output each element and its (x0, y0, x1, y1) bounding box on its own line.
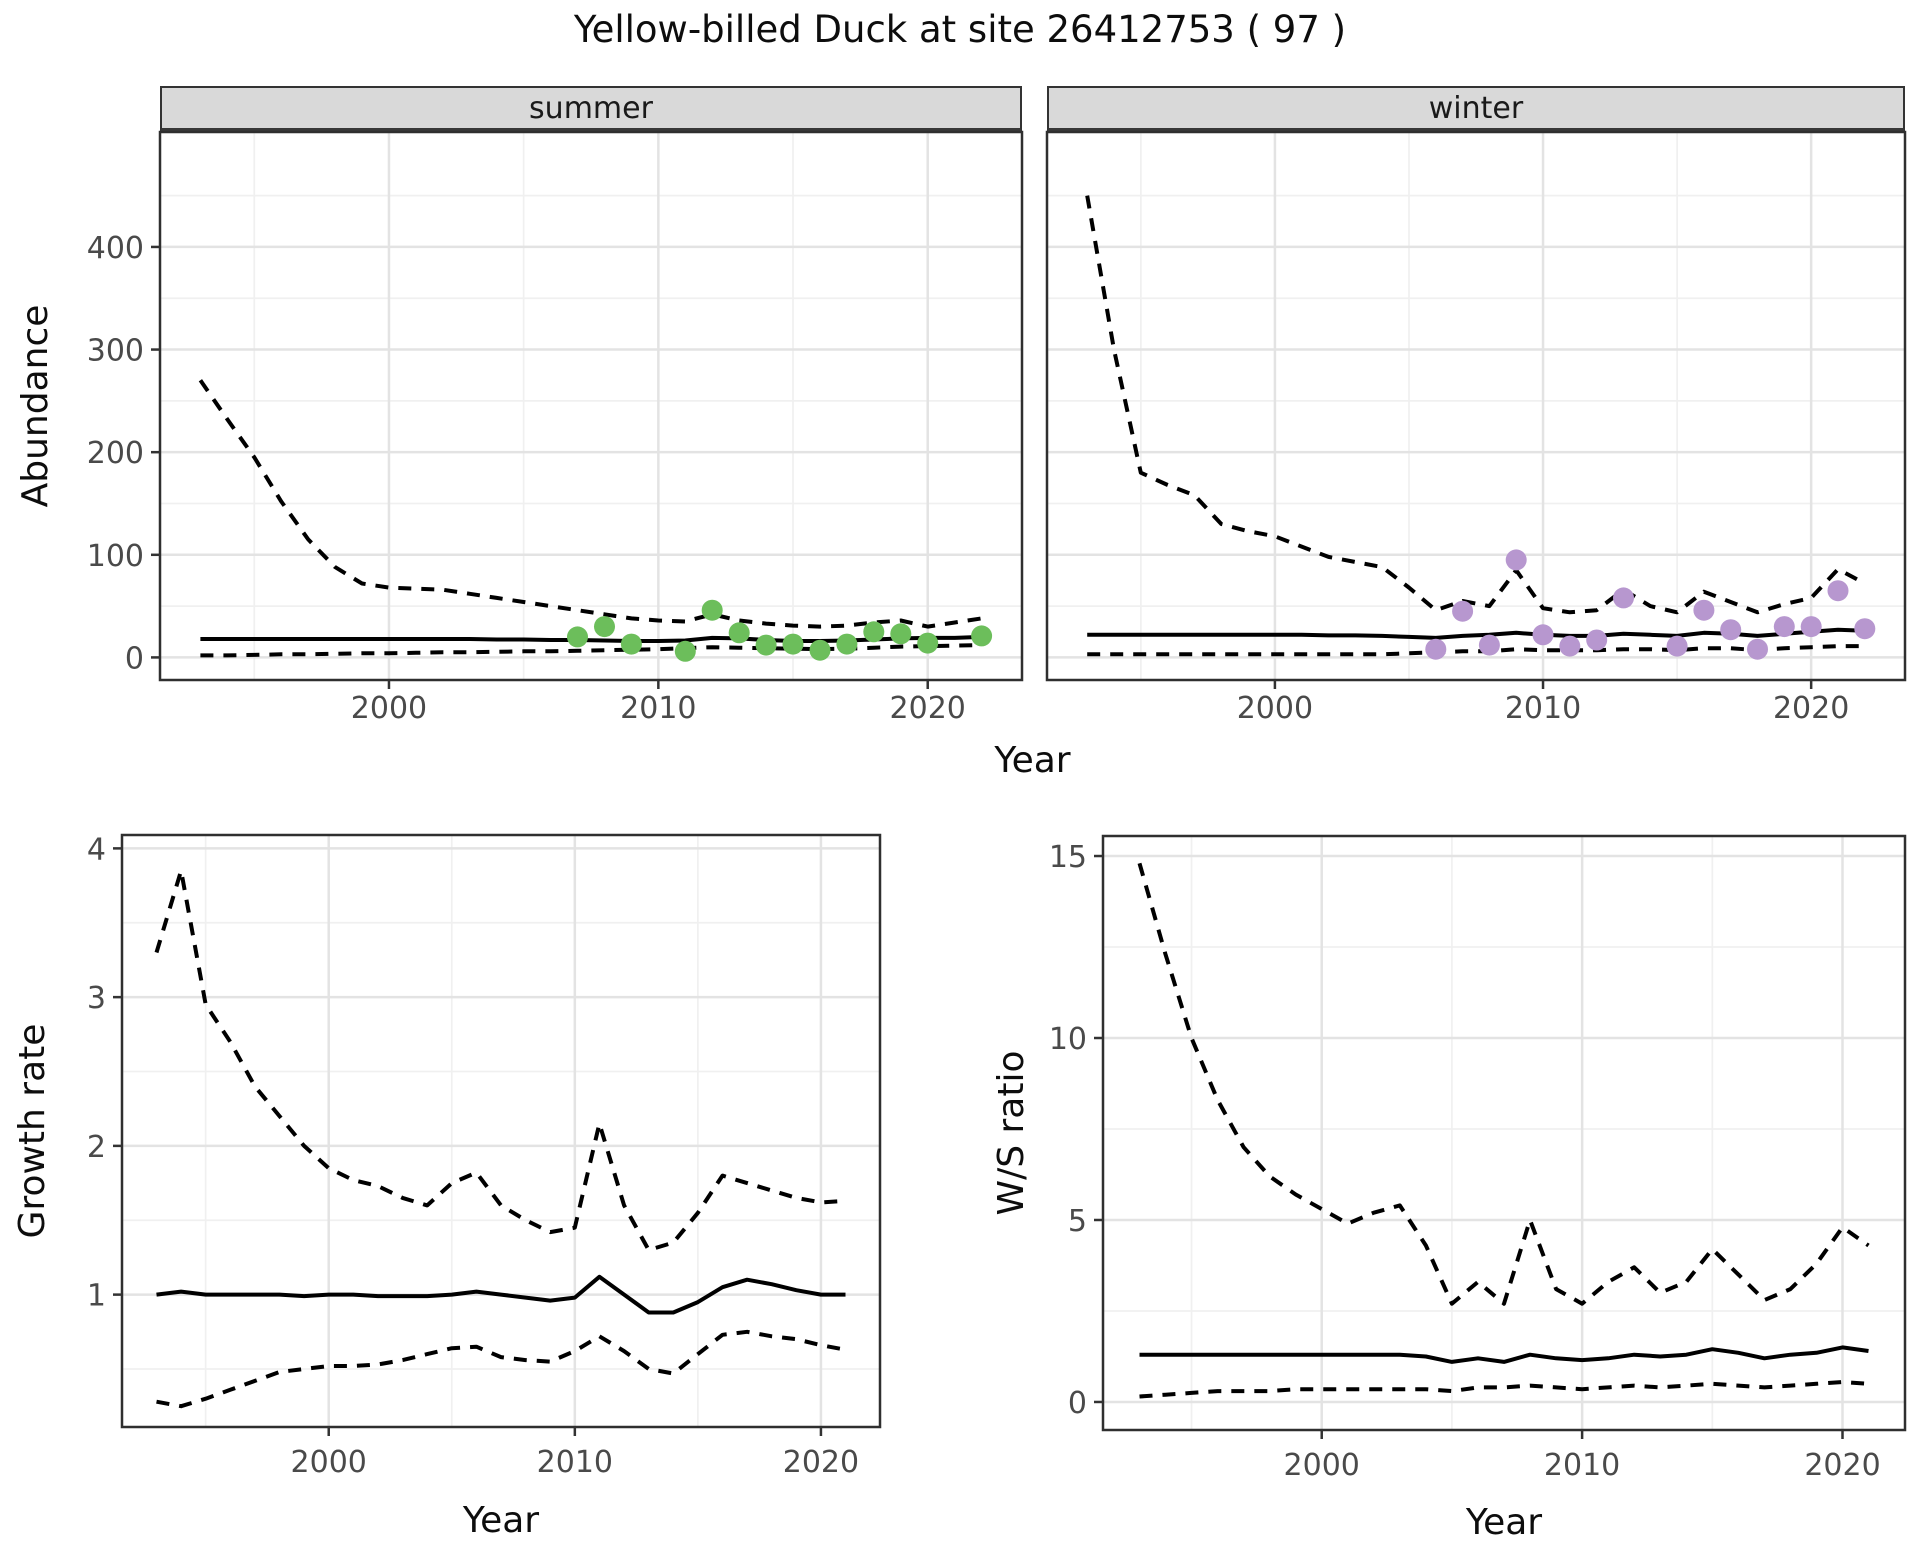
growth-year-axis-title: Year (462, 1500, 540, 1541)
x-tick-label: 2000 (351, 691, 427, 726)
data-point (1478, 634, 1500, 656)
abundance-summer-panel-border (158, 130, 1024, 682)
x-tick-label: 2000 (1237, 691, 1313, 726)
data-point (567, 626, 588, 648)
data-point (890, 623, 912, 645)
abundance-summer-observed-points (567, 599, 993, 662)
top-year-axis-title: Year (994, 740, 1071, 781)
panel-abundance-winter: 2000 2010 2020 (1045, 130, 1907, 726)
ws-ratio-ci_lower-line (1139, 1380, 1869, 1399)
x-tick-label: 2010 (1544, 1448, 1620, 1483)
facet-strip-winter: winter (1047, 86, 1905, 132)
growth-rate-ci_lower-line (156, 1329, 846, 1409)
x-tick-label: 2010 (1505, 691, 1581, 726)
data-point (1747, 638, 1768, 660)
data-point (1693, 599, 1715, 621)
x-tick-label: 2010 (537, 1445, 613, 1480)
abundance-winter-panel-border (1045, 130, 1907, 682)
y-tick-label: 200 (87, 436, 144, 471)
data-point (782, 633, 804, 655)
abundance-winter-axis-ticks: 2000 2010 2020 (1237, 680, 1849, 726)
data-point (1559, 635, 1581, 657)
data-point (863, 621, 885, 643)
ws-ratio-grid-major (1103, 836, 1905, 1430)
data-point (594, 616, 615, 638)
y-tick-label: 10 (1049, 1022, 1087, 1057)
data-point (1827, 580, 1849, 602)
y-tick-label: 5 (1068, 1204, 1087, 1239)
y-tick-label: 100 (87, 539, 144, 574)
abundance-winter-observed-points (1425, 549, 1876, 660)
x-tick-label: 2020 (1804, 1448, 1880, 1483)
abundance-winter-grid-minor (1047, 132, 1905, 680)
abundance-winter-ci_lower-line (1087, 644, 1865, 657)
ws-ratio-ci_upper-line (1137, 862, 1870, 1306)
y-tick-label: 400 (87, 231, 144, 266)
abundance-summer-axis-ticks: 2000 2010 2020 0 100 200 300 400 (87, 231, 966, 726)
data-point (971, 625, 993, 647)
ws-ratio-panel-border (1101, 834, 1907, 1432)
x-tick-label: 2020 (1773, 691, 1849, 726)
ws-ratio-axis-ticks: 2000 2010 2020 0 5 10 15 (1049, 840, 1881, 1483)
abundance-winter-ci_upper-line (1085, 195, 1866, 615)
x-tick-label: 2020 (783, 1445, 859, 1480)
ws-ratio-fit-line (1139, 1345, 1869, 1364)
growth-rate-axis-ticks: 2000 2010 2020 1 2 3 4 (87, 832, 859, 1480)
data-point (1452, 600, 1474, 622)
data-point (620, 633, 642, 655)
y-tick-label: 1 (87, 1279, 106, 1314)
data-point (674, 640, 696, 662)
abundance-summer-ci_upper-line (198, 379, 982, 629)
data-point (917, 632, 939, 654)
y-tick-label: 2 (87, 1130, 106, 1165)
x-tick-label: 2020 (890, 691, 966, 726)
data-point (755, 634, 777, 656)
growth-rate-panel-border (120, 833, 882, 1429)
y-tick-label: 0 (125, 641, 144, 676)
y-tick-label: 3 (87, 981, 106, 1016)
data-point (1720, 619, 1742, 641)
x-tick-label: 2010 (620, 691, 696, 726)
abundance-summer-grid-minor (160, 132, 1022, 680)
abundance-summer-grid-major (160, 132, 1022, 680)
data-point (1505, 549, 1527, 571)
y-tick-label: 0 (1068, 1386, 1087, 1421)
ws-ratio-grid-minor (1103, 836, 1905, 1430)
facet-strip-winter-label: winter (1428, 90, 1524, 126)
figure-title: Yellow-billed Duck at site 26412753 ( 97… (573, 8, 1347, 51)
ws-year-axis-title: Year (1465, 1502, 1543, 1543)
data-point (1854, 618, 1876, 640)
data-point (1532, 624, 1554, 646)
data-point (1800, 616, 1822, 638)
y-tick-label: 300 (87, 334, 144, 369)
data-point (728, 622, 750, 644)
y-tick-label: 4 (87, 832, 106, 867)
data-point (1773, 616, 1795, 638)
data-point (1613, 587, 1634, 609)
data-point (1666, 635, 1688, 657)
x-tick-label: 2000 (1284, 1448, 1360, 1483)
abundance-winter-grid-major (1047, 132, 1905, 680)
data-point (836, 633, 858, 655)
facet-strip-summer-label: summer (529, 90, 653, 126)
growth-rate-fit-line (156, 1274, 846, 1315)
panel-ws-ratio: 2000 2010 2020 0 5 10 15 (1049, 834, 1907, 1483)
y-tick-label: 15 (1049, 840, 1087, 875)
x-tick-label: 2000 (291, 1445, 367, 1480)
panel-abundance-summer: 2000 2010 2020 0 100 200 300 400 (87, 130, 1024, 726)
data-point (1425, 638, 1447, 660)
panel-growth-rate: 2000 2010 2020 1 2 3 4 (87, 832, 882, 1480)
data-point (701, 599, 723, 621)
data-point (1586, 629, 1608, 651)
facet-strip-summer: summer (160, 86, 1022, 132)
data-point (809, 639, 831, 661)
growth-rate-grid-major (122, 835, 880, 1427)
